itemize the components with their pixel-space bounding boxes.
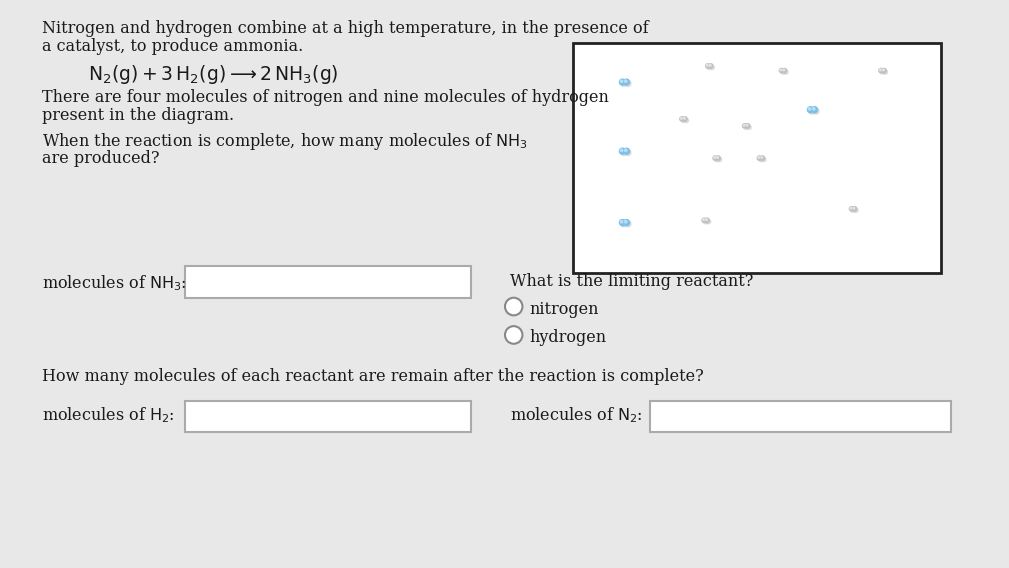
Text: molecules of $\mathrm{NH_3}$:: molecules of $\mathrm{NH_3}$:: [42, 273, 187, 293]
Circle shape: [705, 64, 710, 68]
Text: molecules of $\mathrm{H_2}$:: molecules of $\mathrm{H_2}$:: [42, 406, 175, 425]
Circle shape: [883, 69, 884, 71]
Circle shape: [703, 220, 707, 224]
Circle shape: [709, 64, 711, 66]
Text: When the reaction is complete, how many molecules of $\mathrm{NH_3}$: When the reaction is complete, how many …: [42, 131, 528, 152]
Circle shape: [620, 148, 626, 154]
Circle shape: [883, 70, 888, 74]
Circle shape: [621, 149, 627, 156]
Circle shape: [702, 218, 706, 223]
Circle shape: [621, 81, 627, 86]
Circle shape: [779, 68, 784, 73]
Circle shape: [504, 298, 523, 315]
Circle shape: [705, 219, 707, 220]
Circle shape: [851, 208, 855, 212]
Text: There are four molecules of nitrogen and nine molecules of hydrogen: There are four molecules of nitrogen and…: [42, 89, 609, 106]
Circle shape: [716, 157, 718, 158]
Circle shape: [850, 207, 852, 209]
Circle shape: [625, 80, 627, 82]
Circle shape: [624, 79, 630, 85]
Circle shape: [624, 220, 630, 225]
FancyBboxPatch shape: [185, 400, 471, 432]
Circle shape: [757, 156, 762, 160]
Circle shape: [707, 65, 711, 69]
Circle shape: [758, 157, 760, 158]
Text: nitrogen: nitrogen: [530, 300, 598, 318]
Circle shape: [783, 69, 785, 71]
Circle shape: [850, 207, 854, 211]
Circle shape: [708, 64, 713, 68]
Circle shape: [854, 208, 858, 212]
Circle shape: [681, 118, 685, 123]
Circle shape: [747, 124, 748, 126]
Circle shape: [680, 118, 682, 119]
Text: a catalyst, to produce ammonia.: a catalyst, to produce ammonia.: [42, 38, 304, 55]
Circle shape: [683, 117, 687, 121]
Text: What is the limiting reactant?: What is the limiting reactant?: [510, 273, 753, 290]
Circle shape: [717, 157, 721, 162]
Circle shape: [813, 108, 819, 114]
Circle shape: [746, 124, 750, 128]
Text: hydrogen: hydrogen: [530, 329, 606, 346]
Circle shape: [879, 68, 883, 73]
Circle shape: [880, 69, 881, 71]
Circle shape: [705, 218, 709, 223]
Circle shape: [620, 79, 626, 85]
Circle shape: [624, 148, 630, 154]
Circle shape: [713, 157, 715, 158]
Circle shape: [716, 156, 720, 160]
Circle shape: [625, 220, 627, 223]
Circle shape: [713, 156, 717, 160]
Circle shape: [853, 207, 855, 209]
Circle shape: [760, 156, 765, 160]
Text: Nitrogen and hydrogen combine at a high temperature, in the presence of: Nitrogen and hydrogen combine at a high …: [42, 20, 649, 37]
Circle shape: [880, 70, 885, 74]
Circle shape: [684, 118, 688, 123]
Circle shape: [702, 219, 704, 220]
Circle shape: [621, 221, 627, 227]
Text: How many molecules of each reactant are remain after the reaction is complete?: How many molecules of each reactant are …: [42, 368, 704, 385]
Circle shape: [621, 149, 623, 152]
Circle shape: [853, 207, 857, 211]
FancyBboxPatch shape: [651, 400, 951, 432]
Text: present in the diagram.: present in the diagram.: [42, 107, 234, 124]
Circle shape: [784, 70, 788, 74]
Circle shape: [781, 70, 785, 74]
Circle shape: [621, 80, 623, 82]
Text: are produced?: are produced?: [42, 150, 159, 167]
Circle shape: [811, 107, 817, 112]
Circle shape: [761, 157, 763, 158]
FancyBboxPatch shape: [573, 43, 941, 273]
Circle shape: [626, 81, 631, 86]
Circle shape: [882, 68, 886, 73]
Circle shape: [625, 149, 627, 152]
Circle shape: [809, 108, 814, 114]
Circle shape: [744, 125, 749, 130]
Circle shape: [743, 124, 745, 126]
Circle shape: [621, 220, 623, 223]
Circle shape: [683, 118, 685, 119]
FancyBboxPatch shape: [185, 266, 471, 298]
Circle shape: [620, 220, 626, 225]
Circle shape: [710, 65, 714, 69]
Circle shape: [780, 69, 782, 71]
Circle shape: [626, 221, 631, 227]
Circle shape: [680, 117, 684, 121]
Circle shape: [504, 326, 523, 344]
Text: molecules of $\mathrm{N_2}$:: molecules of $\mathrm{N_2}$:: [510, 406, 643, 425]
Circle shape: [808, 107, 811, 110]
Circle shape: [759, 157, 763, 162]
Circle shape: [743, 124, 747, 128]
Text: $\mathrm{N_2(g) + 3\,H_2(g) \longrightarrow 2\,NH_3(g)}$: $\mathrm{N_2(g) + 3\,H_2(g) \longrightar…: [88, 62, 338, 86]
Circle shape: [812, 107, 815, 110]
Circle shape: [706, 220, 710, 224]
Circle shape: [626, 149, 631, 156]
Circle shape: [762, 157, 766, 162]
Circle shape: [747, 125, 752, 130]
Circle shape: [706, 64, 708, 66]
Circle shape: [782, 68, 787, 73]
Circle shape: [807, 107, 813, 112]
Circle shape: [714, 157, 718, 162]
